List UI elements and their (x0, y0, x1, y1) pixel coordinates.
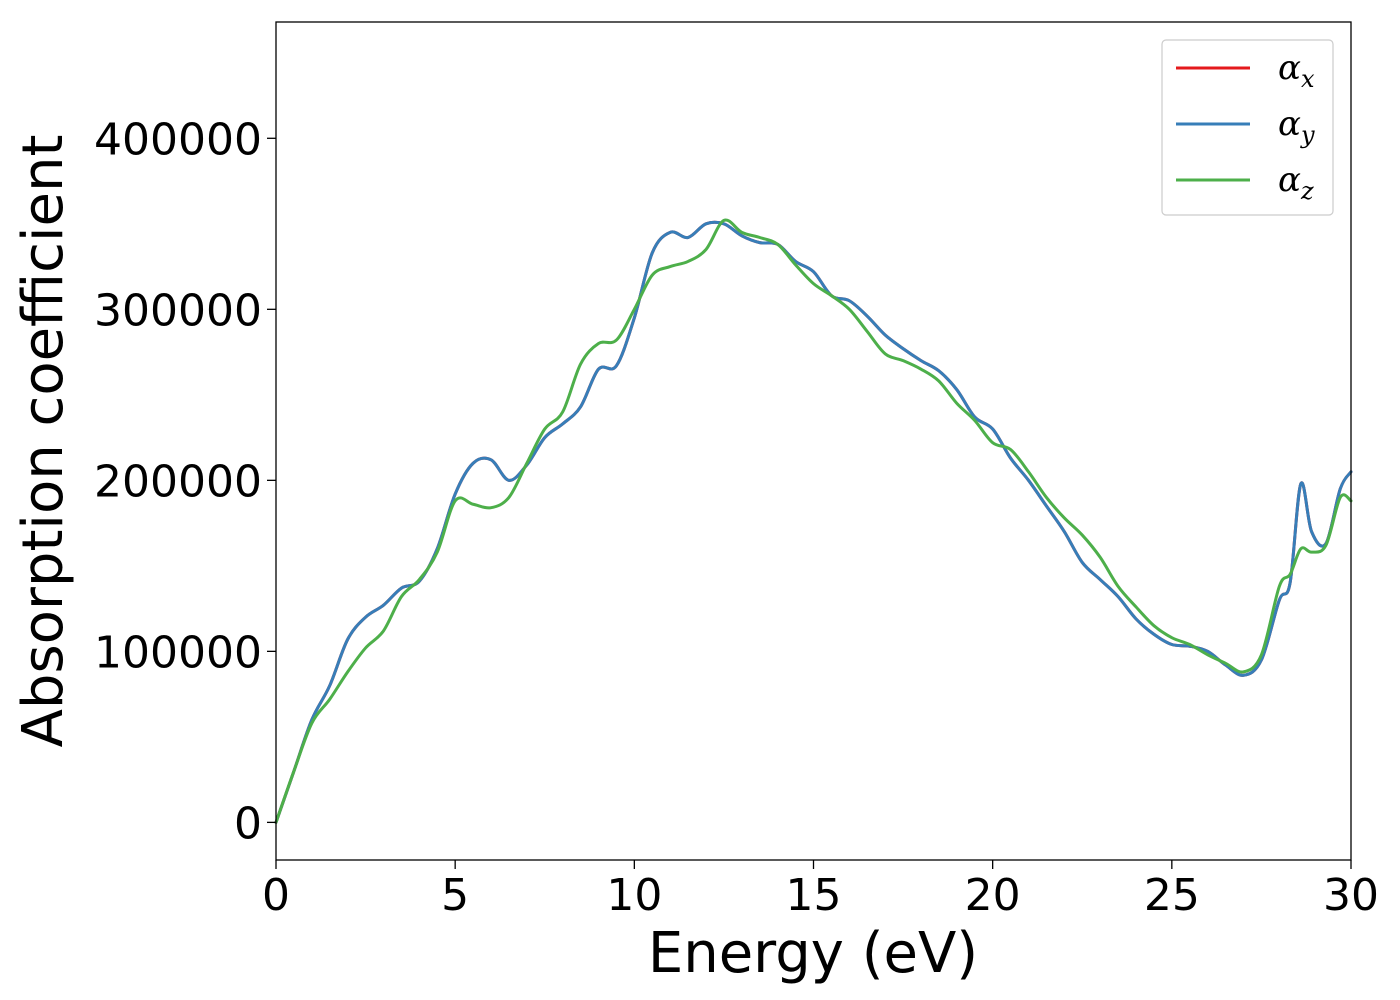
series-line-z (274, 218, 1353, 824)
series-lines (274, 218, 1353, 824)
x-tick-label: 0 (262, 870, 290, 921)
x-axis-title: Energy (eV) (648, 921, 978, 986)
y-axis-title: Absorption coefficient (11, 135, 76, 748)
x-tick-label: 30 (1323, 870, 1379, 921)
x-axis-ticks: 0 5 10 15 20 25 30 (262, 860, 1379, 921)
y-tick-label: 0 (234, 798, 262, 849)
x-tick-label: 5 (441, 870, 469, 921)
legend-entries: αx αy αz (1176, 48, 1315, 205)
legend-label-y: αy (1278, 104, 1315, 149)
legend-label-z: αz (1278, 160, 1314, 205)
y-tick-label: 100000 (94, 627, 262, 678)
y-axis-ticks: 0 100000 200000 300000 400000 (94, 114, 276, 849)
y-tick-label: 200000 (94, 456, 262, 507)
x-tick-label: 10 (606, 870, 662, 921)
y-tick-label: 400000 (94, 114, 262, 165)
legend-box (1161, 39, 1334, 216)
x-tick-label: 15 (786, 870, 842, 921)
legend-label-x: αx (1278, 48, 1315, 93)
y-tick-label: 300000 (94, 285, 262, 336)
x-tick-label: 25 (1144, 870, 1200, 921)
x-tick-label: 20 (965, 870, 1021, 921)
legend: αx αy αz (1161, 39, 1334, 216)
